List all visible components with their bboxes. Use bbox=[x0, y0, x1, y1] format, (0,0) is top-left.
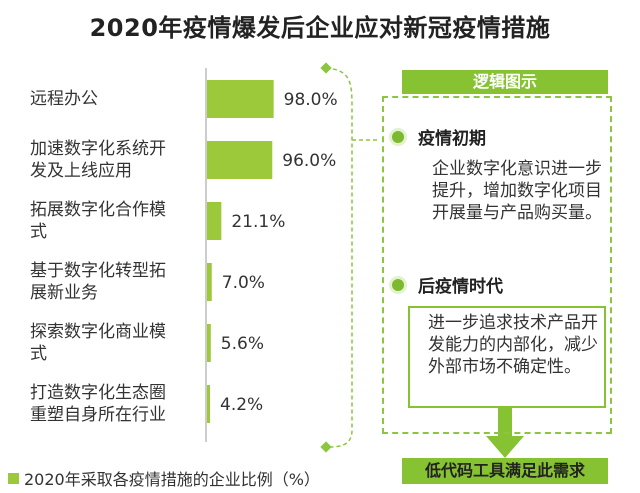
category-label-4: 探索数字化商业模式 bbox=[30, 321, 208, 365]
legend-swatch bbox=[8, 472, 19, 484]
conclusion-banner: 低代码工具满足此需求 bbox=[402, 458, 608, 484]
connector-diamond-top bbox=[320, 62, 332, 74]
page-title: 2020年疫情爆发后企业应对新冠疫情措施 bbox=[89, 14, 551, 42]
stage-early-title: 疫情初期 bbox=[392, 124, 486, 149]
category-label-line: 拓展数字化合作模 bbox=[30, 200, 166, 220]
category-label-line: 打造数字化生态圈 bbox=[30, 383, 166, 403]
category-label-5: 打造数字化生态圈 重塑自身所在行业 bbox=[30, 382, 208, 426]
down-arrow-icon bbox=[486, 408, 524, 458]
stage-early-text: 企业数字化意识进一步提升，增加数字化项目开展量与产品购买量。 bbox=[432, 159, 602, 223]
bar-3 bbox=[207, 263, 212, 301]
bar-0 bbox=[207, 80, 274, 118]
value-label-5: 4.2% bbox=[220, 395, 263, 415]
bars bbox=[207, 80, 274, 423]
legend: 2020年采取各疫情措施的企业比例（%） bbox=[8, 466, 320, 490]
category-label-line: 式 bbox=[30, 344, 47, 364]
stage-post-text: 进一步追求技术产品开发能力的内部化，减少外部市场不确定性。 bbox=[408, 306, 606, 408]
bar-2 bbox=[207, 202, 222, 240]
bar-5 bbox=[207, 385, 210, 423]
value-label-2: 21.1% bbox=[231, 212, 285, 232]
bullet-dot-icon bbox=[392, 130, 404, 143]
category-label-line: 远程办公 bbox=[30, 89, 98, 109]
value-label-4: 5.6% bbox=[221, 334, 264, 354]
stage-post-title: 后疫情时代 bbox=[392, 272, 503, 297]
bullet-dot-icon bbox=[392, 278, 404, 291]
logic-panel-header: 逻辑图示 bbox=[402, 70, 608, 94]
stage-early-label: 疫情初期 bbox=[418, 129, 486, 149]
category-label-0: 远程办公 bbox=[30, 88, 208, 110]
category-label-line: 加速数字化系统开 bbox=[30, 139, 166, 159]
category-label-line: 重塑自身所在行业 bbox=[30, 405, 166, 425]
value-label-0: 98.0% bbox=[284, 90, 338, 110]
legend-label: 2020年采取各疫情措施的企业比例（%） bbox=[24, 470, 320, 489]
logic-panel-box bbox=[382, 96, 612, 434]
category-label-line: 式 bbox=[30, 222, 47, 242]
value-label-3: 7.0% bbox=[222, 273, 265, 293]
connector bbox=[320, 62, 380, 453]
connector-dashed-line bbox=[325, 67, 353, 448]
category-label-3: 基于数字化转型拓 展新业务 bbox=[30, 260, 208, 304]
connector-diamond-bottom bbox=[320, 441, 332, 453]
category-label-line: 发及上线应用 bbox=[30, 161, 132, 181]
bar-1 bbox=[207, 141, 273, 179]
category-label-line: 基于数字化转型拓 bbox=[30, 261, 166, 281]
category-label-2: 拓展数字化合作模式 bbox=[30, 199, 208, 243]
value-labels: 98.0% 96.0% 21.1% 7.0% 5.6% 4.2% bbox=[220, 90, 338, 415]
category-label-1: 加速数字化系统开 发及上线应用 bbox=[30, 138, 208, 182]
category-label-line: 探索数字化商业模 bbox=[30, 322, 166, 342]
bar-4 bbox=[207, 324, 211, 362]
stage-post-label: 后疫情时代 bbox=[418, 277, 503, 297]
category-label-line: 展新业务 bbox=[30, 283, 98, 303]
value-label-1: 96.0% bbox=[282, 151, 336, 171]
